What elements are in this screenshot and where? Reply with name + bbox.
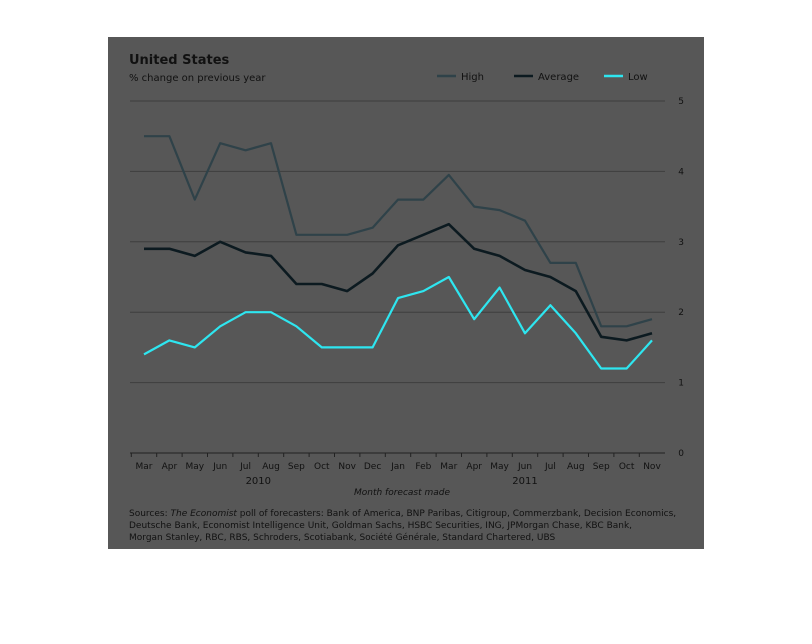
series-line-average xyxy=(144,222,653,342)
x-tick-label: Sep xyxy=(288,462,305,472)
x-tick-label: May xyxy=(185,462,204,472)
series-line-high xyxy=(144,135,653,328)
x-tick-label: Feb xyxy=(415,462,431,472)
x-tick-label: Mar xyxy=(136,462,153,472)
series-lines xyxy=(143,135,653,370)
x-tick-label: Dec xyxy=(364,462,381,472)
x-tick-label: Jul xyxy=(239,462,251,472)
y-tick-label: 5 xyxy=(678,97,684,107)
x-tick-label: Apr xyxy=(162,462,178,472)
sources-lead: Sources: xyxy=(129,509,171,519)
series-line-low xyxy=(143,275,653,370)
x-tick-label: May xyxy=(490,462,509,472)
legend-label-average: Average xyxy=(538,72,579,83)
y-tick-label: 1 xyxy=(678,379,684,389)
x-tick-label: Aug xyxy=(262,462,280,472)
x-tick-label: Sep xyxy=(593,462,610,472)
x-tick-label: Jul xyxy=(544,462,556,472)
legend: High Average Low xyxy=(437,72,648,83)
chart-background xyxy=(108,37,704,549)
y-tick-label: 0 xyxy=(678,449,684,459)
sources-line-3: Morgan Stanley, RBC, RBS, Schroders, Sco… xyxy=(129,532,555,543)
x-tick-label: Oct xyxy=(314,462,330,472)
x-tick-label: Nov xyxy=(643,462,661,472)
sources-line-1: Sources: The Economist poll of forecaste… xyxy=(129,509,676,519)
x-tick-label: Nov xyxy=(338,462,356,472)
chart-subtitle: % change on previous year xyxy=(129,73,266,84)
year-label: 2010 xyxy=(246,476,271,487)
y-tick-label: 2 xyxy=(678,308,684,318)
sources-publication: The Economist xyxy=(171,509,238,519)
year-label: 2011 xyxy=(512,476,537,487)
y-tick-label: 4 xyxy=(678,167,684,177)
chart-title: United States xyxy=(129,53,230,68)
x-axis-ticks: Mar Apr May Jun Jul Aug Sep Oct Nov Dec Jan Feb Mar A… xyxy=(130,453,661,472)
x-tick-label: Oct xyxy=(619,462,635,472)
legend-label-low: Low xyxy=(628,72,648,83)
x-tick-label: Jun xyxy=(517,462,532,472)
x-tick-label: Apr xyxy=(466,462,482,472)
sources-line-1-rest: poll of forecasters: Bank of America, BN… xyxy=(237,509,676,519)
x-tick-label: Aug xyxy=(567,462,585,472)
x-tick-label: Mar xyxy=(440,462,457,472)
legend-label-high: High xyxy=(461,72,484,83)
x-tick-label: Jun xyxy=(212,462,227,472)
x-axis-label: Month forecast made xyxy=(354,488,451,498)
sources-line-2: Deutsche Bank, Economist Intelligence Un… xyxy=(129,521,632,531)
y-axis-ticks: 0 1 2 3 4 5 xyxy=(678,97,684,459)
year-labels: 2010 2011 xyxy=(246,476,538,487)
x-tick-label: Jan xyxy=(390,462,405,472)
y-tick-label: 3 xyxy=(678,238,684,248)
